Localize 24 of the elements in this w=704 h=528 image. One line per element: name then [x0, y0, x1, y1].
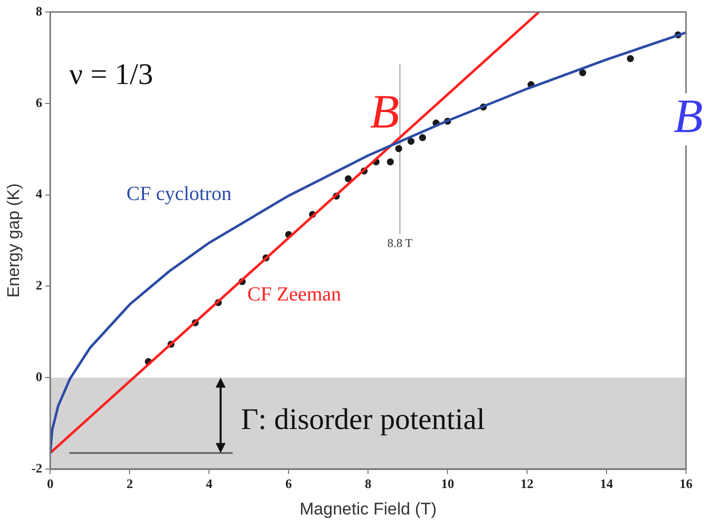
band-label: Γ: disorder potential	[240, 403, 485, 436]
y-axis-title: Energy gap (K)	[4, 183, 23, 298]
x-tick-label: 16	[680, 476, 693, 492]
x-tick-label: 10	[441, 476, 454, 492]
y-tick-label: -2	[31, 460, 42, 476]
x-tick-label: 0	[46, 476, 54, 492]
x-tick-label: 14	[600, 476, 614, 492]
series-label: CF cyclotron	[126, 183, 232, 206]
y-tick-label: 2	[36, 278, 42, 293]
annotation: ν = 1/3	[69, 58, 154, 91]
series-label: CF Zeeman	[247, 284, 342, 306]
y-tick-label: 4	[36, 186, 43, 202]
ref-line-label: 8.8 T	[387, 236, 414, 250]
x-tick-label: 6	[285, 476, 292, 492]
x-tick-label: 2	[126, 476, 133, 492]
x-tick-label: 8	[364, 476, 372, 492]
y-tick-label: 6	[36, 94, 43, 110]
y-tick-label: 8	[36, 3, 43, 18]
annotation: B	[674, 90, 703, 144]
y-tick-label: 0	[36, 368, 42, 384]
annotation: B	[370, 85, 400, 138]
x-tick-label: 12	[520, 476, 534, 492]
x-tick-label: 4	[206, 476, 213, 492]
x-axis-title: Magnetic Field (T)	[300, 499, 437, 518]
